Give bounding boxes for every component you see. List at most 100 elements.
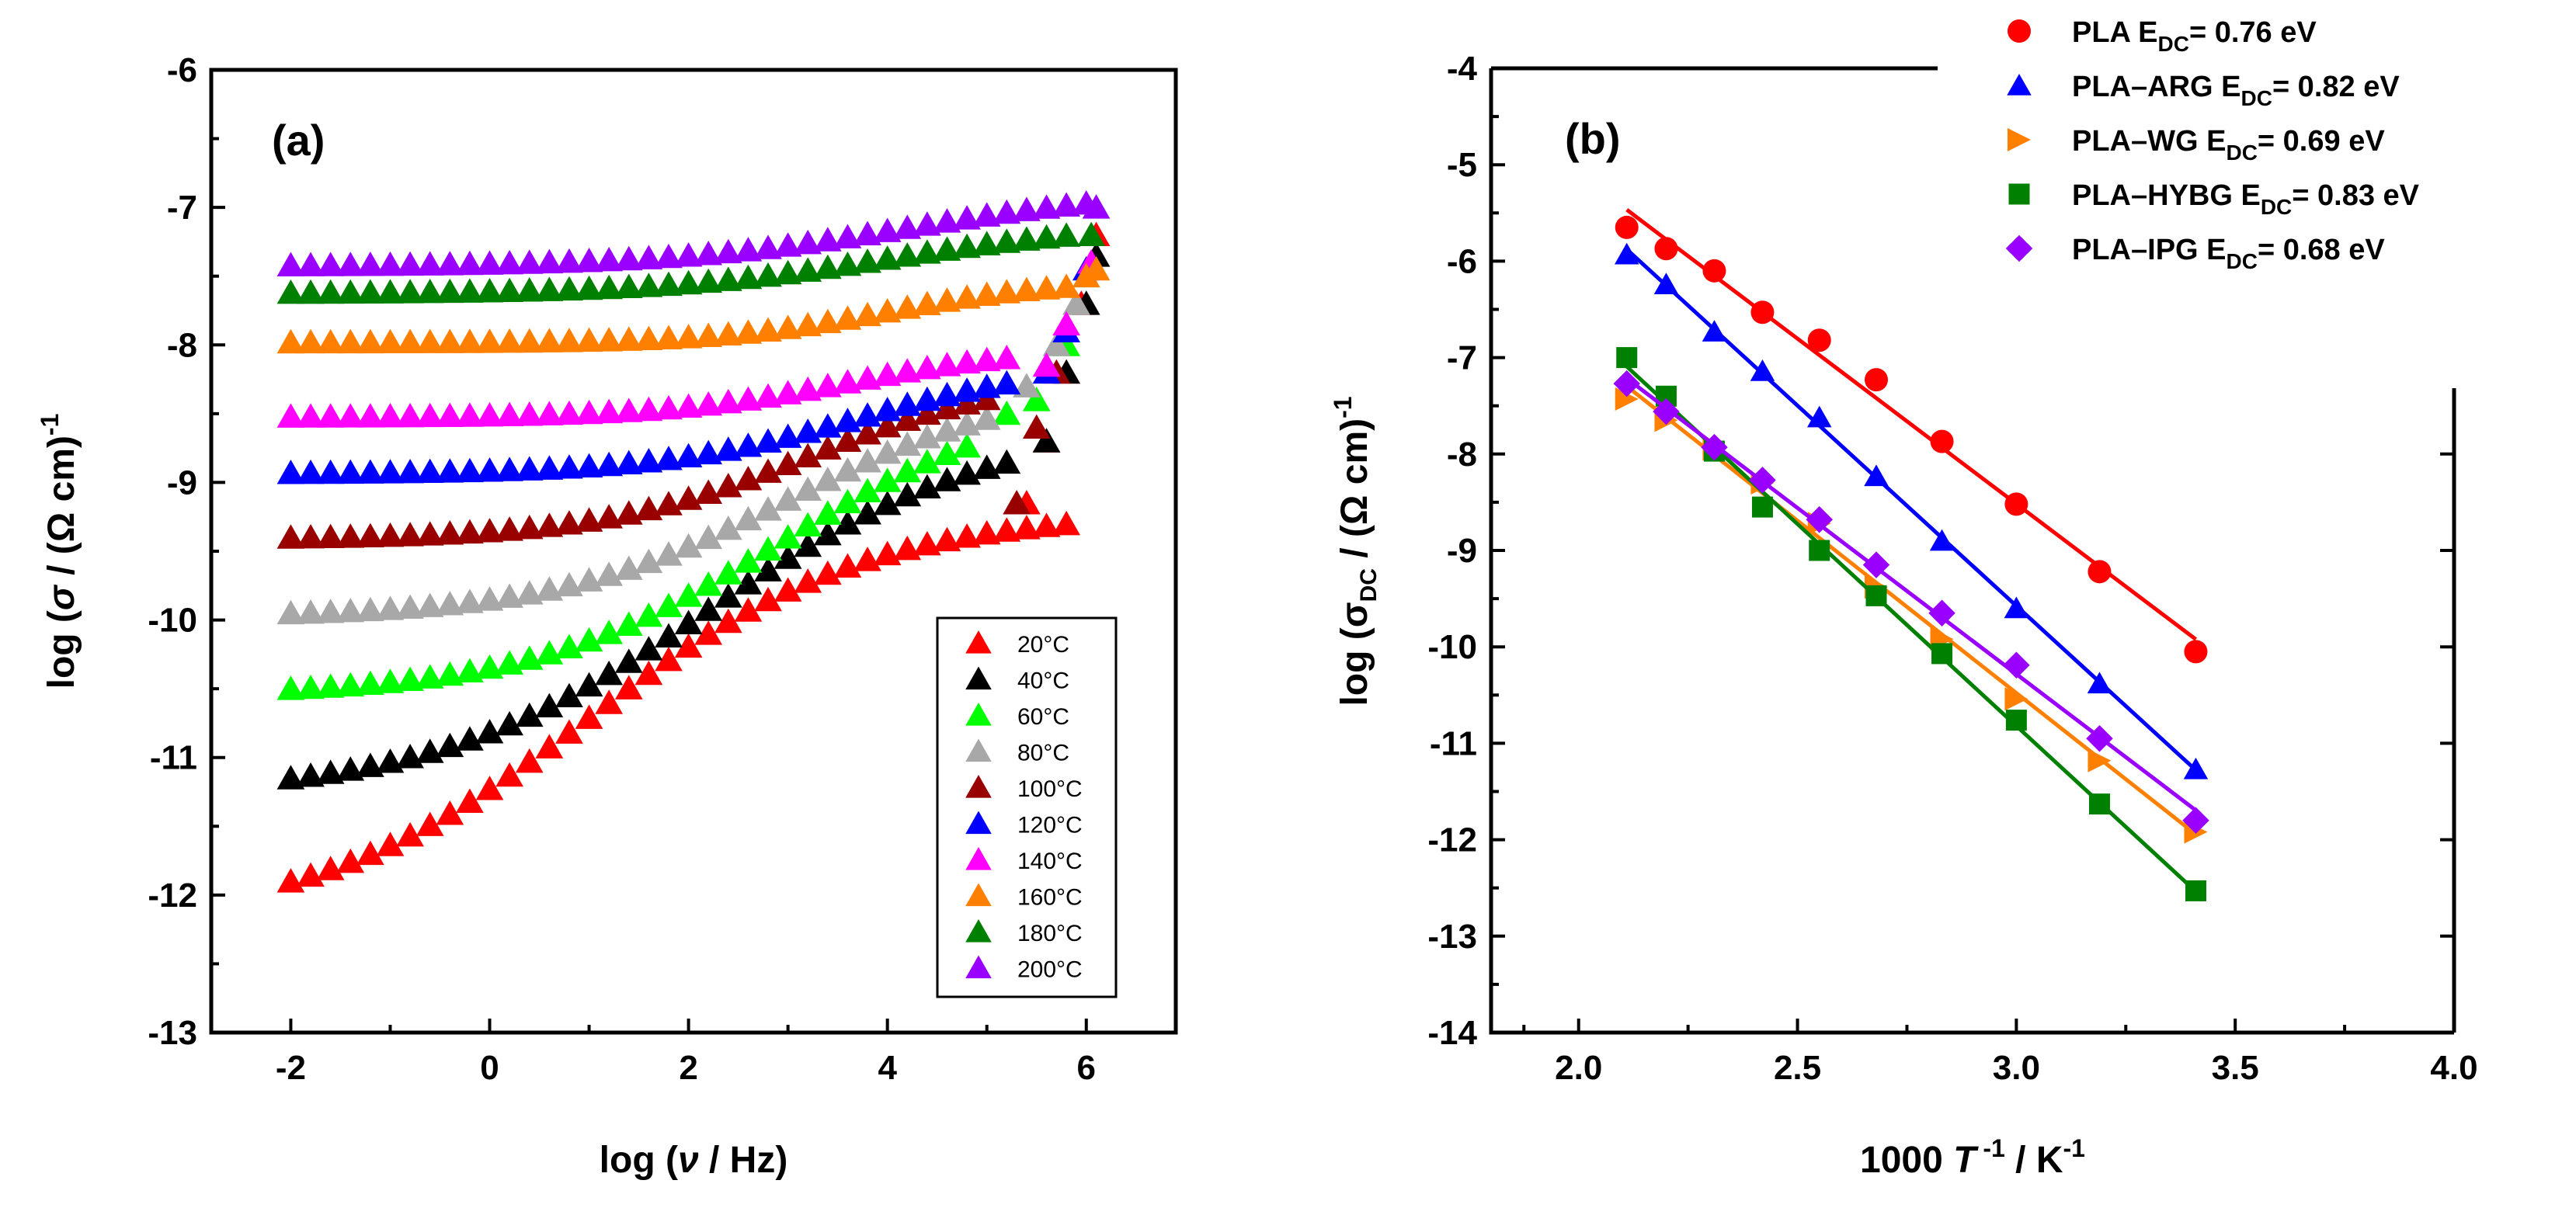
panel-a-x-tick-label: 2 [679, 1049, 697, 1087]
panel-a-data-point [972, 519, 1001, 545]
panel-a-data-point [415, 251, 444, 276]
panel-a-data-point [614, 500, 643, 525]
panel-a-data-point [953, 205, 981, 230]
panel-a-data-point [495, 249, 523, 275]
panel-a-data-point [376, 668, 405, 693]
panel-a-data-point [833, 251, 862, 276]
panel-b-dc-conductivity-arrhenius: 2.0 2.5 3.0 3.5 4.0 -14-13-12-11-10-9-8-7-6-… [1329, 16, 2478, 1181]
panel-a-data-point [276, 279, 305, 304]
panel-a-data-point [853, 420, 881, 445]
panel-a-x-ticks: -2 0 2 4 6 [276, 1019, 1096, 1087]
panel-a-data-point [714, 583, 742, 608]
panel-a-data-point [595, 561, 624, 586]
panel-a-x-tick-label: 6 [1077, 1049, 1096, 1087]
panel-a-data-point [694, 439, 723, 465]
panel-a-data-point [376, 251, 405, 276]
panel-a-data-point [794, 376, 822, 401]
panel-a-data-point [595, 327, 624, 352]
panel-a-data-point [873, 540, 902, 566]
panel-a-data-point [555, 571, 583, 597]
panel-a-data-point [993, 517, 1021, 542]
panel-a-data-point [853, 365, 881, 390]
panel-a-data-point [456, 278, 484, 303]
panel-a-data-point [555, 510, 583, 535]
panel-a-data-point [456, 250, 484, 276]
panel-a-data-point [634, 396, 663, 422]
panel-a-data-point [475, 401, 504, 427]
panel-a-data-point [993, 400, 1021, 425]
panel-a-data-point [972, 454, 1001, 479]
panel-a-y-ticks: -13 -12 -11 -10 -9 -8 -7 -6 [148, 51, 225, 1052]
panel-a-data-point [316, 523, 345, 549]
panel-a-data-point [694, 620, 723, 645]
panel-a-data-point [674, 242, 703, 267]
panel-a-x-tick-label: -2 [276, 1049, 306, 1087]
panel-a-data-point [674, 269, 703, 295]
panel-a-data-point [595, 504, 624, 529]
panel-a-data-point [415, 278, 444, 304]
panel-a-data-point [655, 394, 683, 420]
panel-a-data-point [614, 450, 643, 475]
panel-a-series-20C [276, 221, 1111, 893]
panel-a-data-point [1013, 276, 1041, 302]
panel-b-y-tick-label: -12 [1427, 821, 1477, 859]
panel-a-data-point [634, 273, 663, 297]
panel-a-x-tick-label: 4 [878, 1049, 897, 1087]
panel-a-data-point [714, 560, 742, 585]
panel-a-data-point [436, 402, 464, 427]
panel-b-legend-label: PLA–WG EDC= 0.69 eV [2072, 125, 2385, 165]
panel-b-data-point [1931, 643, 1953, 665]
panel-a-data-point [694, 479, 723, 504]
panel-a-data-point [754, 586, 782, 612]
panel-b-data-point [1865, 368, 1888, 392]
panel-a-data-point [634, 636, 663, 661]
panel-a-data-point [714, 238, 742, 264]
panel-a-data-point [754, 383, 782, 408]
panel-a-data-point [475, 518, 504, 543]
panel-a-data-point [535, 248, 564, 274]
panel-a-data-point [456, 402, 484, 427]
panel-a-data-point [953, 349, 981, 374]
panel-a-data-point [515, 401, 544, 426]
panel-b-data-point [1807, 328, 1831, 352]
panel-a-legend-marker [965, 919, 992, 942]
panel-b-legend-marker [2008, 128, 2031, 151]
panel-b-data-point [1614, 242, 1639, 265]
panel-b-legend-marker [2005, 234, 2033, 262]
panel-a-data-point [674, 633, 703, 658]
panel-a-data-point [754, 496, 782, 521]
panel-a-data-point [993, 449, 1021, 474]
panel-a-label: (a) [272, 116, 325, 165]
panel-a-legend-label: 20°C [1017, 632, 1069, 658]
panel-a-data-point [376, 459, 405, 484]
panel-a-data-point [873, 439, 902, 464]
panel-b-data-point [1806, 506, 1833, 533]
panel-a-data-point [714, 266, 742, 291]
panel-a-data-point [555, 634, 583, 658]
panel-a-data-point [674, 324, 703, 349]
panel-a-data-point [933, 208, 961, 233]
panel-a-data-point [913, 530, 941, 556]
panel-a-data-point [297, 403, 325, 428]
panel-a-data-point [734, 264, 763, 290]
panel-b-y-axis-label: log (σDC / (Ω cm)-1 [1329, 396, 1382, 706]
panel-a-legend-label: 120°C [1017, 813, 1083, 838]
panel-a-data-point [913, 239, 941, 264]
panel-a-data-point [495, 516, 523, 541]
panel-b-data-point [1751, 496, 1773, 518]
panel-a-y-tick-label: -12 [148, 877, 197, 915]
panel-a-data-point [1032, 512, 1061, 537]
panel-a-legend-label: 140°C [1017, 849, 1083, 874]
panel-a-data-point [833, 427, 862, 453]
panel-a-data-point [356, 403, 384, 428]
panel-a-data-point [993, 370, 1021, 395]
panel-a-legend-label: 160°C [1017, 885, 1083, 911]
panel-a-data-point [674, 582, 703, 607]
panel-a-data-point [316, 673, 345, 698]
panel-a-data-point [655, 491, 683, 516]
panel-a-data-point [794, 418, 822, 443]
panel-a-data-point [893, 358, 922, 383]
panel-a-data-point [376, 831, 405, 856]
panel-b-y-tick-label: -10 [1427, 628, 1477, 666]
panel-b-data-point [2003, 651, 2030, 679]
